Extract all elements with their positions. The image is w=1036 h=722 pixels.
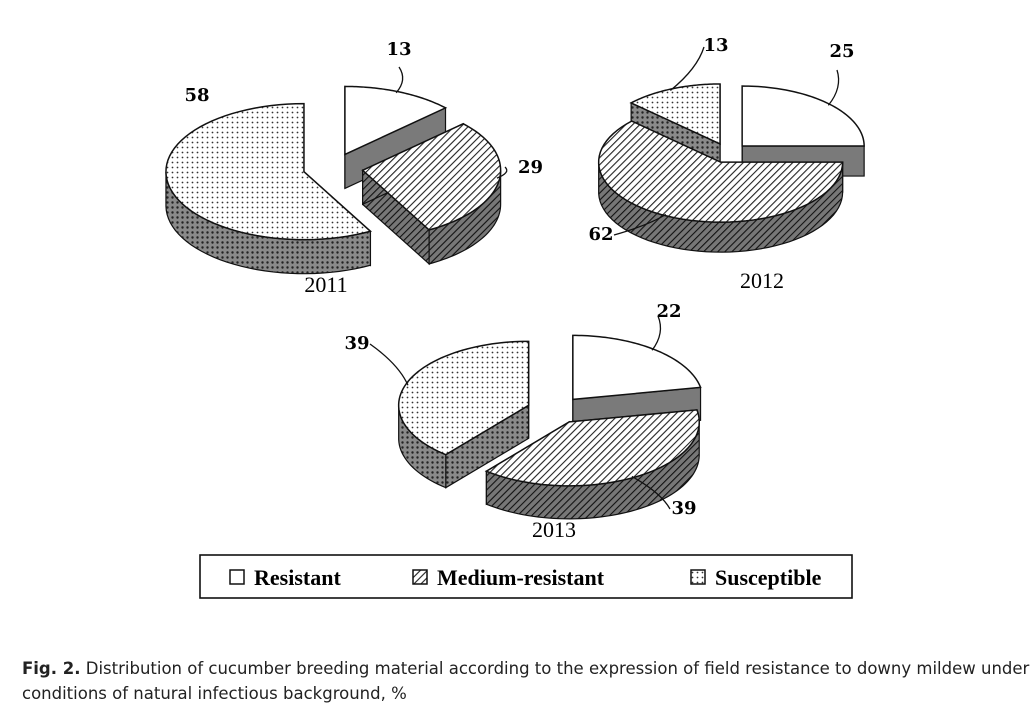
caption-prefix: Fig. 2. — [22, 659, 81, 678]
legend-swatch-white — [229, 569, 245, 585]
figure-caption: Fig. 2. Distribution of cucumber breedin… — [22, 656, 1032, 706]
legend: Resistant Medium-resistant Susceptible — [199, 554, 853, 599]
legend-item-resistant: Resistant — [229, 565, 341, 590]
leader-line-2013-1 — [631, 475, 671, 510]
slice-label-2012-resistant: 25 — [829, 41, 854, 62]
slice-label-2012-medium-resistant: 62 — [588, 224, 613, 245]
legend-item-medium-resistant: Medium-resistant — [412, 565, 605, 590]
slice-2011-susceptible — [165, 102, 372, 275]
legend-box — [199, 554, 853, 599]
slice-2012-medium-resistant — [597, 120, 844, 253]
caption-text: Distribution of cucumber breeding materi… — [22, 659, 1030, 703]
legend-item-susceptible: Susceptible — [690, 565, 822, 590]
pie-title-2013: 2013 — [532, 517, 576, 542]
pie-2012: 25 62 13 2012 — [588, 35, 865, 293]
slice-label-2013-medium-resistant: 39 — [671, 498, 696, 519]
pie-title-2011: 2011 — [304, 272, 347, 297]
leader-line-2012-1 — [613, 213, 667, 236]
leader-line-2011-1 — [496, 166, 508, 179]
slice-2011-medium-resistant — [361, 122, 502, 266]
slice-label-2011-medium-resistant: 29 — [518, 157, 543, 178]
slice-2013-medium-resistant — [484, 409, 700, 520]
leader-line-2012-2 — [669, 46, 705, 91]
pie-2013: 22 39 39 2013 — [344, 301, 702, 542]
pie-charts-group: 13 29 58 2011 25 62 13 2012 22 39 39 2013 — [165, 35, 865, 542]
leader-line-2012-0 — [827, 69, 840, 106]
legend-label: Susceptible — [715, 565, 822, 590]
legend-swatch-hatch — [412, 569, 428, 585]
slice-label-2011-susceptible: 58 — [184, 85, 209, 106]
slice-label-2013-resistant: 22 — [656, 301, 681, 322]
slice-label-2012-susceptible: 13 — [703, 35, 728, 56]
leader-line-2013-0 — [651, 315, 662, 351]
pie-2011: 13 29 58 2011 — [165, 39, 543, 297]
legend-label: Medium-resistant — [437, 565, 605, 590]
slice-2013-susceptible — [397, 340, 530, 489]
legend-swatch-dots — [690, 569, 706, 585]
leader-line-2013-2 — [369, 343, 409, 386]
slice-label-2011-resistant: 13 — [386, 39, 411, 60]
slice-label-2013-susceptible: 39 — [344, 333, 369, 354]
legend-label: Resistant — [254, 565, 341, 590]
pie-title-2012: 2012 — [740, 268, 784, 293]
figure-canvas: 13 29 58 2011 25 62 13 2012 22 39 39 2013 Resistant… — [165, 35, 865, 599]
leader-line-2011-0 — [395, 66, 404, 94]
